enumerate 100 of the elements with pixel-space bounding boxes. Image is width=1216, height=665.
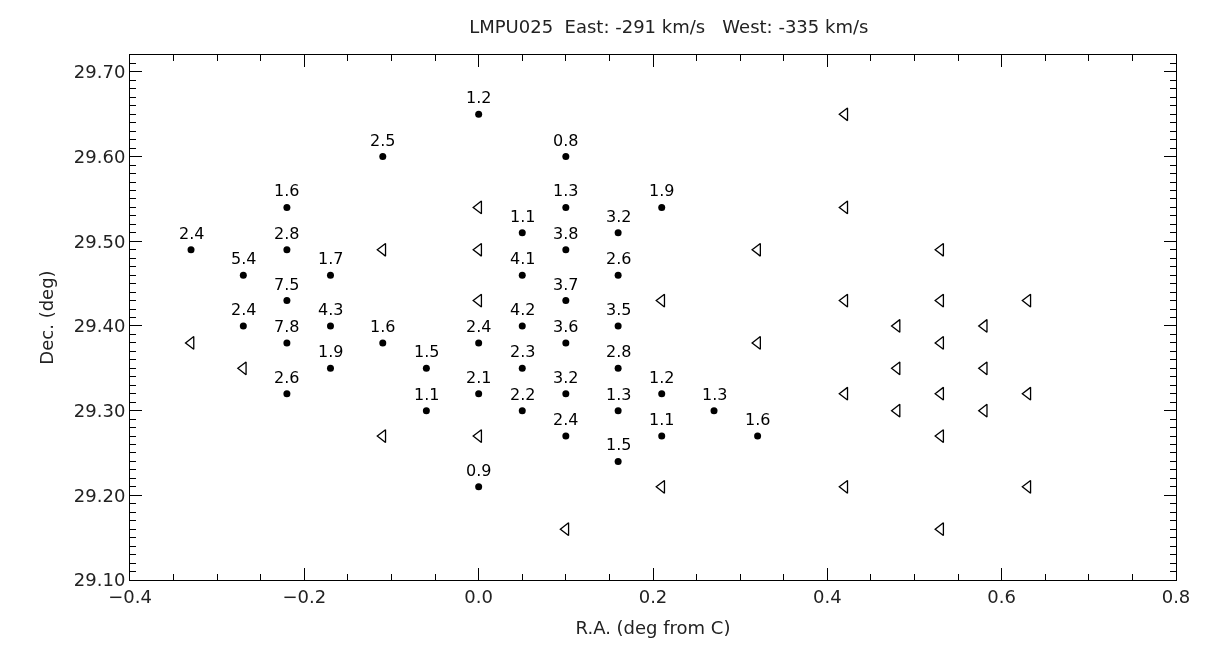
- point: [614, 229, 622, 237]
- point: [379, 339, 387, 347]
- point: [283, 246, 291, 254]
- annotation: 2.1: [466, 368, 492, 387]
- y-tick-label: 29.50: [73, 230, 126, 252]
- annotation: 3.7: [553, 275, 579, 294]
- annotation: 2.6: [274, 368, 300, 387]
- point: [562, 339, 570, 347]
- annotation: 2.3: [510, 342, 536, 361]
- y-tick-label: 29.70: [73, 61, 126, 83]
- annotation: 1.1: [414, 385, 440, 404]
- annotation: 1.1: [649, 410, 675, 429]
- x-axis-title: R.A. (deg from C): [575, 616, 731, 638]
- point: [475, 110, 483, 118]
- annotation: 7.8: [274, 317, 300, 336]
- annotation: 1.9: [649, 181, 675, 200]
- point: [562, 432, 570, 440]
- x-tick-label: 0.4: [813, 585, 842, 607]
- point: [422, 407, 430, 415]
- point: [890, 403, 901, 418]
- point: [838, 386, 849, 401]
- annotation: 1.3: [606, 385, 632, 404]
- x-tick-label: 0.6: [987, 585, 1016, 607]
- point: [754, 432, 762, 440]
- point: [562, 246, 570, 254]
- point: [838, 479, 849, 494]
- point: [559, 522, 570, 537]
- point: [710, 407, 718, 415]
- point: [658, 432, 666, 440]
- annotation: 1.2: [466, 88, 492, 107]
- annotation: 4.1: [510, 249, 536, 268]
- point: [518, 322, 526, 330]
- chart-title: LMPU025 East: -291 km/s West: -335 km/s: [469, 15, 869, 37]
- point: [838, 293, 849, 308]
- y-tick-label: 29.30: [73, 399, 126, 421]
- annotation: 2.2: [510, 385, 536, 404]
- annotation: 2.4: [179, 224, 205, 243]
- point: [1021, 386, 1032, 401]
- point: [1021, 479, 1032, 494]
- point: [472, 293, 483, 308]
- annotation: 1.7: [318, 249, 344, 268]
- annotation: 3.2: [553, 368, 579, 387]
- annotation: 3.5: [606, 300, 632, 319]
- point: [614, 271, 622, 279]
- annotation: 2.8: [606, 342, 632, 361]
- y-tick-label: 29.60: [73, 145, 126, 167]
- point: [283, 339, 291, 347]
- point: [379, 153, 387, 161]
- annotation: 1.3: [702, 385, 728, 404]
- point: [376, 429, 387, 444]
- annotation: 2.5: [370, 131, 396, 150]
- point: [838, 200, 849, 215]
- point: [283, 297, 291, 305]
- annotation: 1.5: [606, 435, 632, 454]
- annotation: 3.8: [553, 224, 579, 243]
- annotation: 3.6: [553, 317, 579, 336]
- point: [658, 203, 666, 211]
- point: [562, 390, 570, 398]
- x-tick-label: 0.0: [464, 585, 493, 607]
- annotation: 1.5: [414, 342, 440, 361]
- point: [934, 429, 945, 444]
- annotation: 0.9: [466, 461, 492, 480]
- point: [562, 297, 570, 305]
- annotation: 2.4: [553, 410, 579, 429]
- annotation: 2.4: [231, 300, 257, 319]
- point: [655, 479, 666, 494]
- point: [422, 364, 430, 372]
- point: [475, 390, 483, 398]
- annotation: 5.4: [231, 249, 257, 268]
- annotation: 0.8: [553, 131, 579, 150]
- point: [562, 153, 570, 161]
- annotation: 1.6: [745, 410, 771, 429]
- point: [655, 293, 666, 308]
- point: [472, 200, 483, 215]
- annotation: 1.3: [553, 181, 579, 200]
- point: [518, 229, 526, 237]
- point: [283, 203, 291, 211]
- annotation: 2.4: [466, 317, 492, 336]
- point: [934, 293, 945, 308]
- point: [890, 361, 901, 376]
- annotation: 1.6: [370, 317, 396, 336]
- point: [475, 483, 483, 491]
- point: [376, 242, 387, 257]
- point: [472, 429, 483, 444]
- annotation: 2.8: [274, 224, 300, 243]
- point: [658, 390, 666, 398]
- y-tick-label: 29.20: [73, 484, 126, 506]
- point: [326, 364, 334, 372]
- point: [934, 386, 945, 401]
- point: [614, 322, 622, 330]
- y-axis-title: Dec. (deg): [36, 270, 58, 365]
- point: [614, 457, 622, 465]
- annotation: 7.5: [274, 275, 300, 294]
- annotation: 1.1: [510, 207, 536, 226]
- point: [326, 271, 334, 279]
- x-tick-label: 0.8: [1161, 585, 1191, 607]
- point: [614, 407, 622, 415]
- point: [283, 390, 291, 398]
- annotation: 1.2: [649, 368, 675, 387]
- point: [838, 107, 849, 122]
